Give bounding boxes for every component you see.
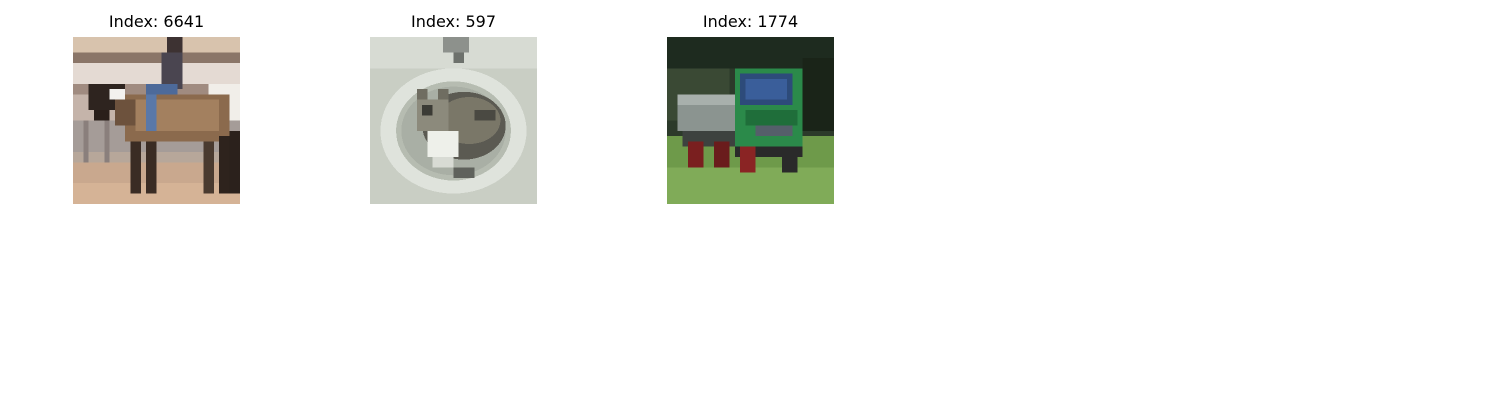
panel-title: Index: 1774	[702, 12, 799, 31]
panel-title: Index: 6641	[108, 12, 205, 31]
truck-image	[667, 37, 834, 204]
image-panel-1774: Index: 1774	[667, 12, 834, 204]
image-panel-597: Index: 597	[370, 12, 537, 204]
image-panel-6641: Index: 6641	[73, 12, 240, 204]
cat-in-sink-image	[370, 37, 537, 204]
horse-rider-image	[73, 37, 240, 204]
panel-title: Index: 597	[410, 12, 497, 31]
